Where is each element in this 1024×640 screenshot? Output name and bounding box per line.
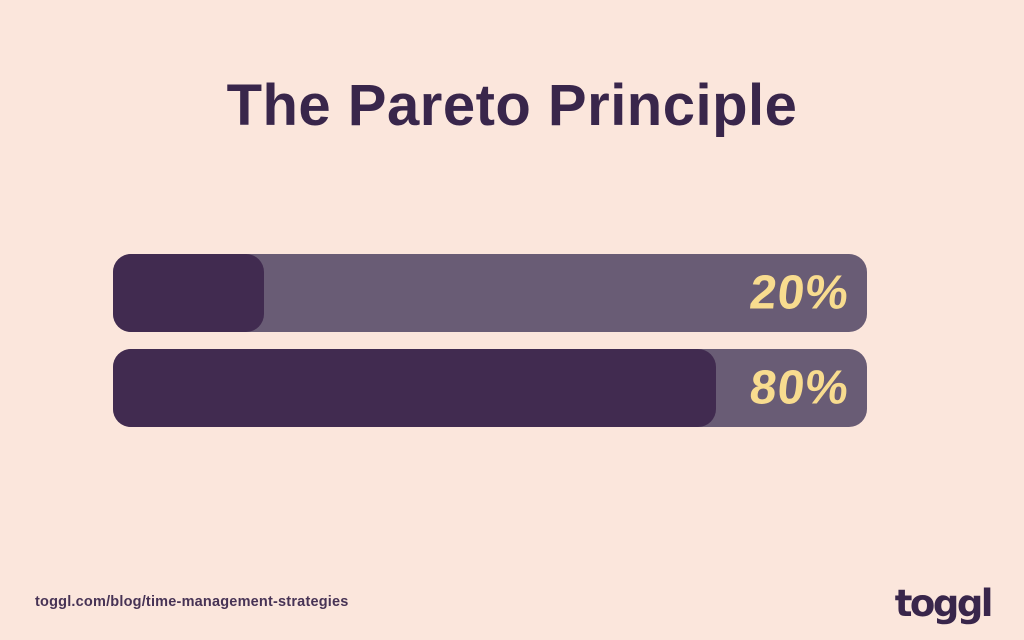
bar-fill-20 [113, 254, 264, 332]
bar-track-20: 20% [113, 254, 867, 332]
bar-fill-80 [113, 349, 717, 427]
page-title: The Pareto Principle [226, 73, 798, 138]
source-url: toggl.com/blog/time-management-strategie… [35, 594, 349, 610]
bar-chart: 20% 80% [113, 254, 867, 444]
bar-value-label-80: 80% [747, 361, 852, 415]
bar-track-80: 80% [113, 349, 867, 427]
bar-value-label-20: 20% [747, 266, 852, 320]
toggl-logo: toggl [894, 582, 994, 625]
